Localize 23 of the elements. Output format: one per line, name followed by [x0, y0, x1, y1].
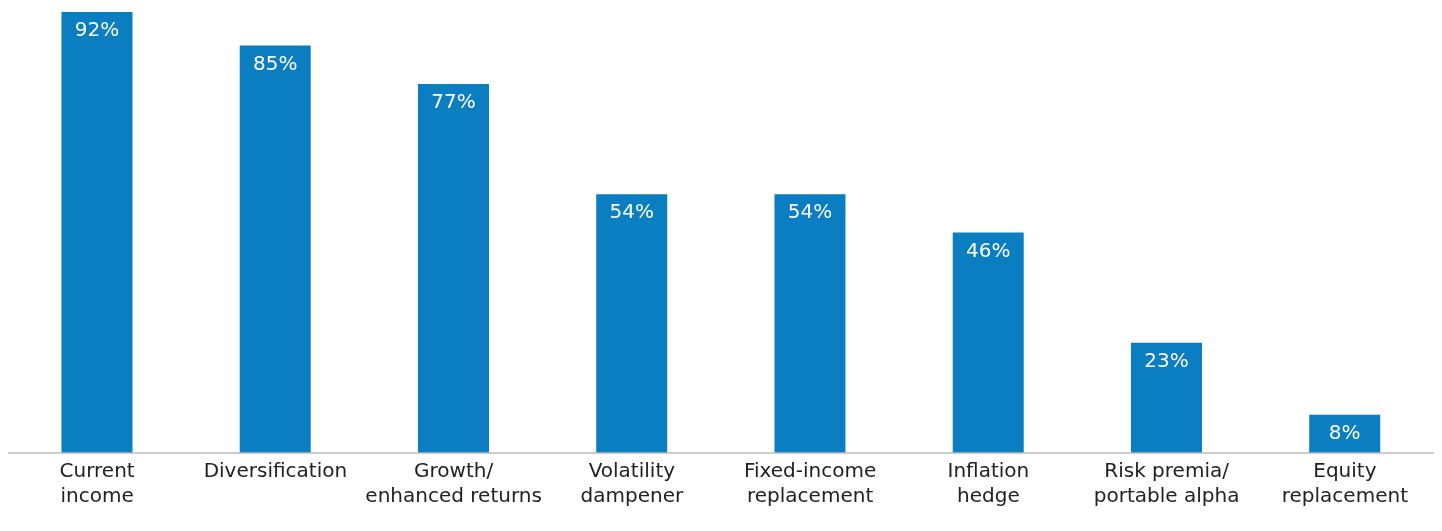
- bar: [774, 194, 846, 453]
- data-label: 46%: [966, 237, 1011, 262]
- x-tick-label: Risk premia/ portable alpha: [1093, 458, 1240, 507]
- x-tick-label: Fixed-income replacement: [743, 458, 877, 507]
- x-tick-label: Equity replacement: [1281, 458, 1409, 507]
- x-tick-label: Diversification: [203, 458, 348, 482]
- data-label: 77%: [431, 89, 476, 114]
- x-tick-label: Volatility dampener: [580, 458, 684, 507]
- data-label: 54%: [787, 199, 833, 224]
- x-tick-label: Current income: [59, 458, 135, 507]
- data-label: 8%: [1328, 419, 1361, 444]
- bar: [1130, 342, 1202, 453]
- bar: [952, 232, 1024, 453]
- x-tick-label: Inflation hedge: [947, 458, 1030, 507]
- data-label: 85%: [253, 50, 298, 75]
- bar: [596, 194, 668, 453]
- bar: [61, 12, 133, 453]
- x-tick-label: Growth/ enhanced returns: [365, 458, 542, 507]
- data-label: 54%: [609, 199, 654, 224]
- bar: [417, 83, 489, 453]
- data-label: 92%: [74, 17, 120, 42]
- data-label: 23%: [1144, 347, 1189, 372]
- bar: [239, 45, 311, 453]
